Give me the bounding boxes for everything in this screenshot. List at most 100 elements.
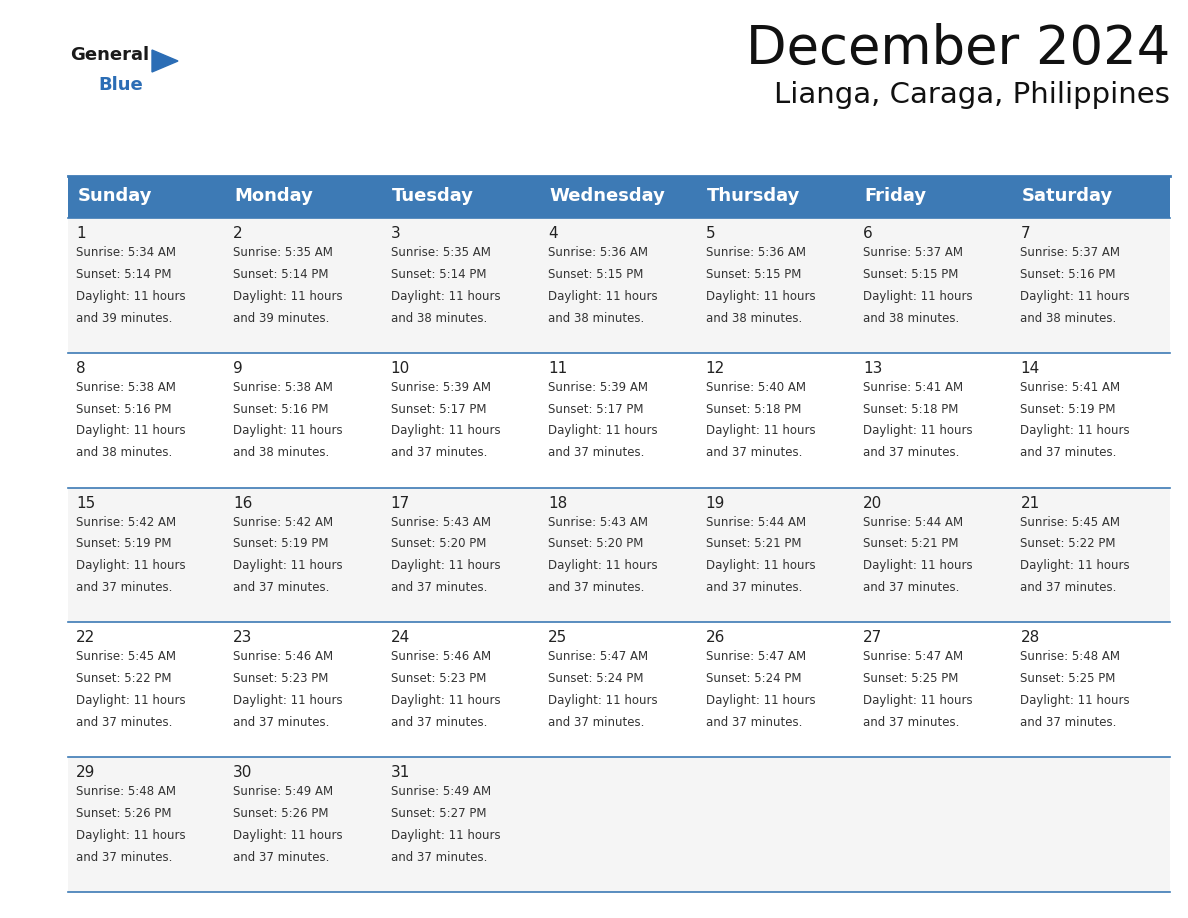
Bar [541, 176, 697, 218]
Bar [68, 218, 1170, 353]
Text: Daylight: 11 hours: Daylight: 11 hours [706, 559, 815, 572]
Text: Sunrise: 5:47 AM: Sunrise: 5:47 AM [862, 650, 963, 664]
Text: Sunrise: 5:41 AM: Sunrise: 5:41 AM [862, 381, 963, 394]
Text: Wednesday: Wednesday [550, 187, 665, 205]
Text: Sunset: 5:22 PM: Sunset: 5:22 PM [76, 672, 171, 685]
Text: 19: 19 [706, 496, 725, 510]
Text: Sunrise: 5:48 AM: Sunrise: 5:48 AM [1020, 650, 1120, 664]
Text: Sunrise: 5:47 AM: Sunrise: 5:47 AM [706, 650, 805, 664]
Text: Sunrise: 5:35 AM: Sunrise: 5:35 AM [391, 246, 491, 259]
Text: and 37 minutes.: and 37 minutes. [233, 581, 330, 594]
Text: 21: 21 [1020, 496, 1040, 510]
Text: and 38 minutes.: and 38 minutes. [706, 311, 802, 324]
Text: Sunset: 5:20 PM: Sunset: 5:20 PM [548, 537, 644, 551]
Text: 30: 30 [233, 766, 253, 780]
Text: Sunrise: 5:42 AM: Sunrise: 5:42 AM [76, 516, 176, 529]
Bar [68, 353, 1170, 487]
Bar [1012, 176, 1170, 218]
Text: and 37 minutes.: and 37 minutes. [76, 851, 172, 864]
Text: 10: 10 [391, 361, 410, 375]
Text: and 37 minutes.: and 37 minutes. [862, 446, 960, 459]
Text: Sunrise: 5:43 AM: Sunrise: 5:43 AM [548, 516, 649, 529]
Polygon shape [152, 50, 178, 72]
Text: and 37 minutes.: and 37 minutes. [862, 716, 960, 729]
Text: Sunrise: 5:43 AM: Sunrise: 5:43 AM [391, 516, 491, 529]
Text: Sunrise: 5:40 AM: Sunrise: 5:40 AM [706, 381, 805, 394]
Text: and 37 minutes.: and 37 minutes. [1020, 716, 1117, 729]
Text: Daylight: 11 hours: Daylight: 11 hours [706, 424, 815, 438]
Text: Sunset: 5:21 PM: Sunset: 5:21 PM [862, 537, 959, 551]
Text: Daylight: 11 hours: Daylight: 11 hours [391, 694, 500, 707]
Text: and 37 minutes.: and 37 minutes. [862, 581, 960, 594]
Text: Blue: Blue [97, 76, 143, 94]
Text: Sunrise: 5:42 AM: Sunrise: 5:42 AM [233, 516, 334, 529]
Text: Sunset: 5:16 PM: Sunset: 5:16 PM [1020, 268, 1116, 281]
Text: and 37 minutes.: and 37 minutes. [706, 716, 802, 729]
Text: Daylight: 11 hours: Daylight: 11 hours [233, 559, 343, 572]
Text: 15: 15 [76, 496, 95, 510]
Text: and 38 minutes.: and 38 minutes. [391, 311, 487, 324]
Text: Sunset: 5:18 PM: Sunset: 5:18 PM [706, 403, 801, 416]
Text: Sunset: 5:24 PM: Sunset: 5:24 PM [548, 672, 644, 685]
Text: 27: 27 [862, 631, 883, 645]
Text: Daylight: 11 hours: Daylight: 11 hours [862, 424, 973, 438]
Text: Sunrise: 5:39 AM: Sunrise: 5:39 AM [548, 381, 649, 394]
Text: Sunset: 5:19 PM: Sunset: 5:19 PM [233, 537, 329, 551]
Text: and 37 minutes.: and 37 minutes. [233, 716, 330, 729]
Text: Sunday: Sunday [77, 187, 152, 205]
Text: 26: 26 [706, 631, 725, 645]
Text: Sunrise: 5:46 AM: Sunrise: 5:46 AM [233, 650, 334, 664]
Text: Daylight: 11 hours: Daylight: 11 hours [76, 290, 185, 303]
Text: and 37 minutes.: and 37 minutes. [76, 581, 172, 594]
Text: Sunset: 5:14 PM: Sunset: 5:14 PM [233, 268, 329, 281]
Text: Sunset: 5:25 PM: Sunset: 5:25 PM [862, 672, 959, 685]
Text: 2: 2 [233, 226, 242, 241]
Text: Sunrise: 5:36 AM: Sunrise: 5:36 AM [706, 246, 805, 259]
Text: Sunset: 5:24 PM: Sunset: 5:24 PM [706, 672, 801, 685]
Text: Daylight: 11 hours: Daylight: 11 hours [1020, 694, 1130, 707]
Text: 7: 7 [1020, 226, 1030, 241]
Text: Daylight: 11 hours: Daylight: 11 hours [233, 424, 343, 438]
Text: and 37 minutes.: and 37 minutes. [391, 851, 487, 864]
Text: Sunset: 5:15 PM: Sunset: 5:15 PM [706, 268, 801, 281]
Text: Sunrise: 5:35 AM: Sunrise: 5:35 AM [233, 246, 333, 259]
Text: Daylight: 11 hours: Daylight: 11 hours [233, 290, 343, 303]
Bar [697, 176, 855, 218]
Bar [855, 176, 1012, 218]
Text: 12: 12 [706, 361, 725, 375]
Text: Thursday: Thursday [707, 187, 801, 205]
Text: Sunset: 5:17 PM: Sunset: 5:17 PM [391, 403, 486, 416]
Text: 22: 22 [76, 631, 95, 645]
Text: and 39 minutes.: and 39 minutes. [233, 311, 330, 324]
Text: Sunrise: 5:48 AM: Sunrise: 5:48 AM [76, 785, 176, 798]
Text: and 37 minutes.: and 37 minutes. [548, 446, 645, 459]
Text: and 38 minutes.: and 38 minutes. [548, 311, 644, 324]
Text: 20: 20 [862, 496, 883, 510]
Text: and 37 minutes.: and 37 minutes. [1020, 581, 1117, 594]
Text: 28: 28 [1020, 631, 1040, 645]
Text: and 38 minutes.: and 38 minutes. [233, 446, 329, 459]
Text: Sunrise: 5:49 AM: Sunrise: 5:49 AM [233, 785, 334, 798]
Text: and 37 minutes.: and 37 minutes. [76, 716, 172, 729]
Text: Daylight: 11 hours: Daylight: 11 hours [76, 829, 185, 842]
Text: and 38 minutes.: and 38 minutes. [76, 446, 172, 459]
Text: Sunrise: 5:37 AM: Sunrise: 5:37 AM [862, 246, 963, 259]
Text: Daylight: 11 hours: Daylight: 11 hours [862, 290, 973, 303]
Text: 13: 13 [862, 361, 883, 375]
Text: 17: 17 [391, 496, 410, 510]
Text: and 38 minutes.: and 38 minutes. [1020, 311, 1117, 324]
Text: Sunset: 5:27 PM: Sunset: 5:27 PM [391, 807, 486, 820]
Text: Sunset: 5:23 PM: Sunset: 5:23 PM [391, 672, 486, 685]
Text: and 37 minutes.: and 37 minutes. [1020, 446, 1117, 459]
Text: Lianga, Caraga, Philippines: Lianga, Caraga, Philippines [775, 81, 1170, 109]
Text: 9: 9 [233, 361, 244, 375]
Text: and 37 minutes.: and 37 minutes. [706, 581, 802, 594]
Text: 25: 25 [548, 631, 568, 645]
Text: Daylight: 11 hours: Daylight: 11 hours [862, 559, 973, 572]
Text: 6: 6 [862, 226, 873, 241]
Text: Sunset: 5:20 PM: Sunset: 5:20 PM [391, 537, 486, 551]
Text: Sunrise: 5:37 AM: Sunrise: 5:37 AM [1020, 246, 1120, 259]
Text: and 37 minutes.: and 37 minutes. [233, 851, 330, 864]
Bar [226, 176, 383, 218]
Text: Daylight: 11 hours: Daylight: 11 hours [391, 290, 500, 303]
